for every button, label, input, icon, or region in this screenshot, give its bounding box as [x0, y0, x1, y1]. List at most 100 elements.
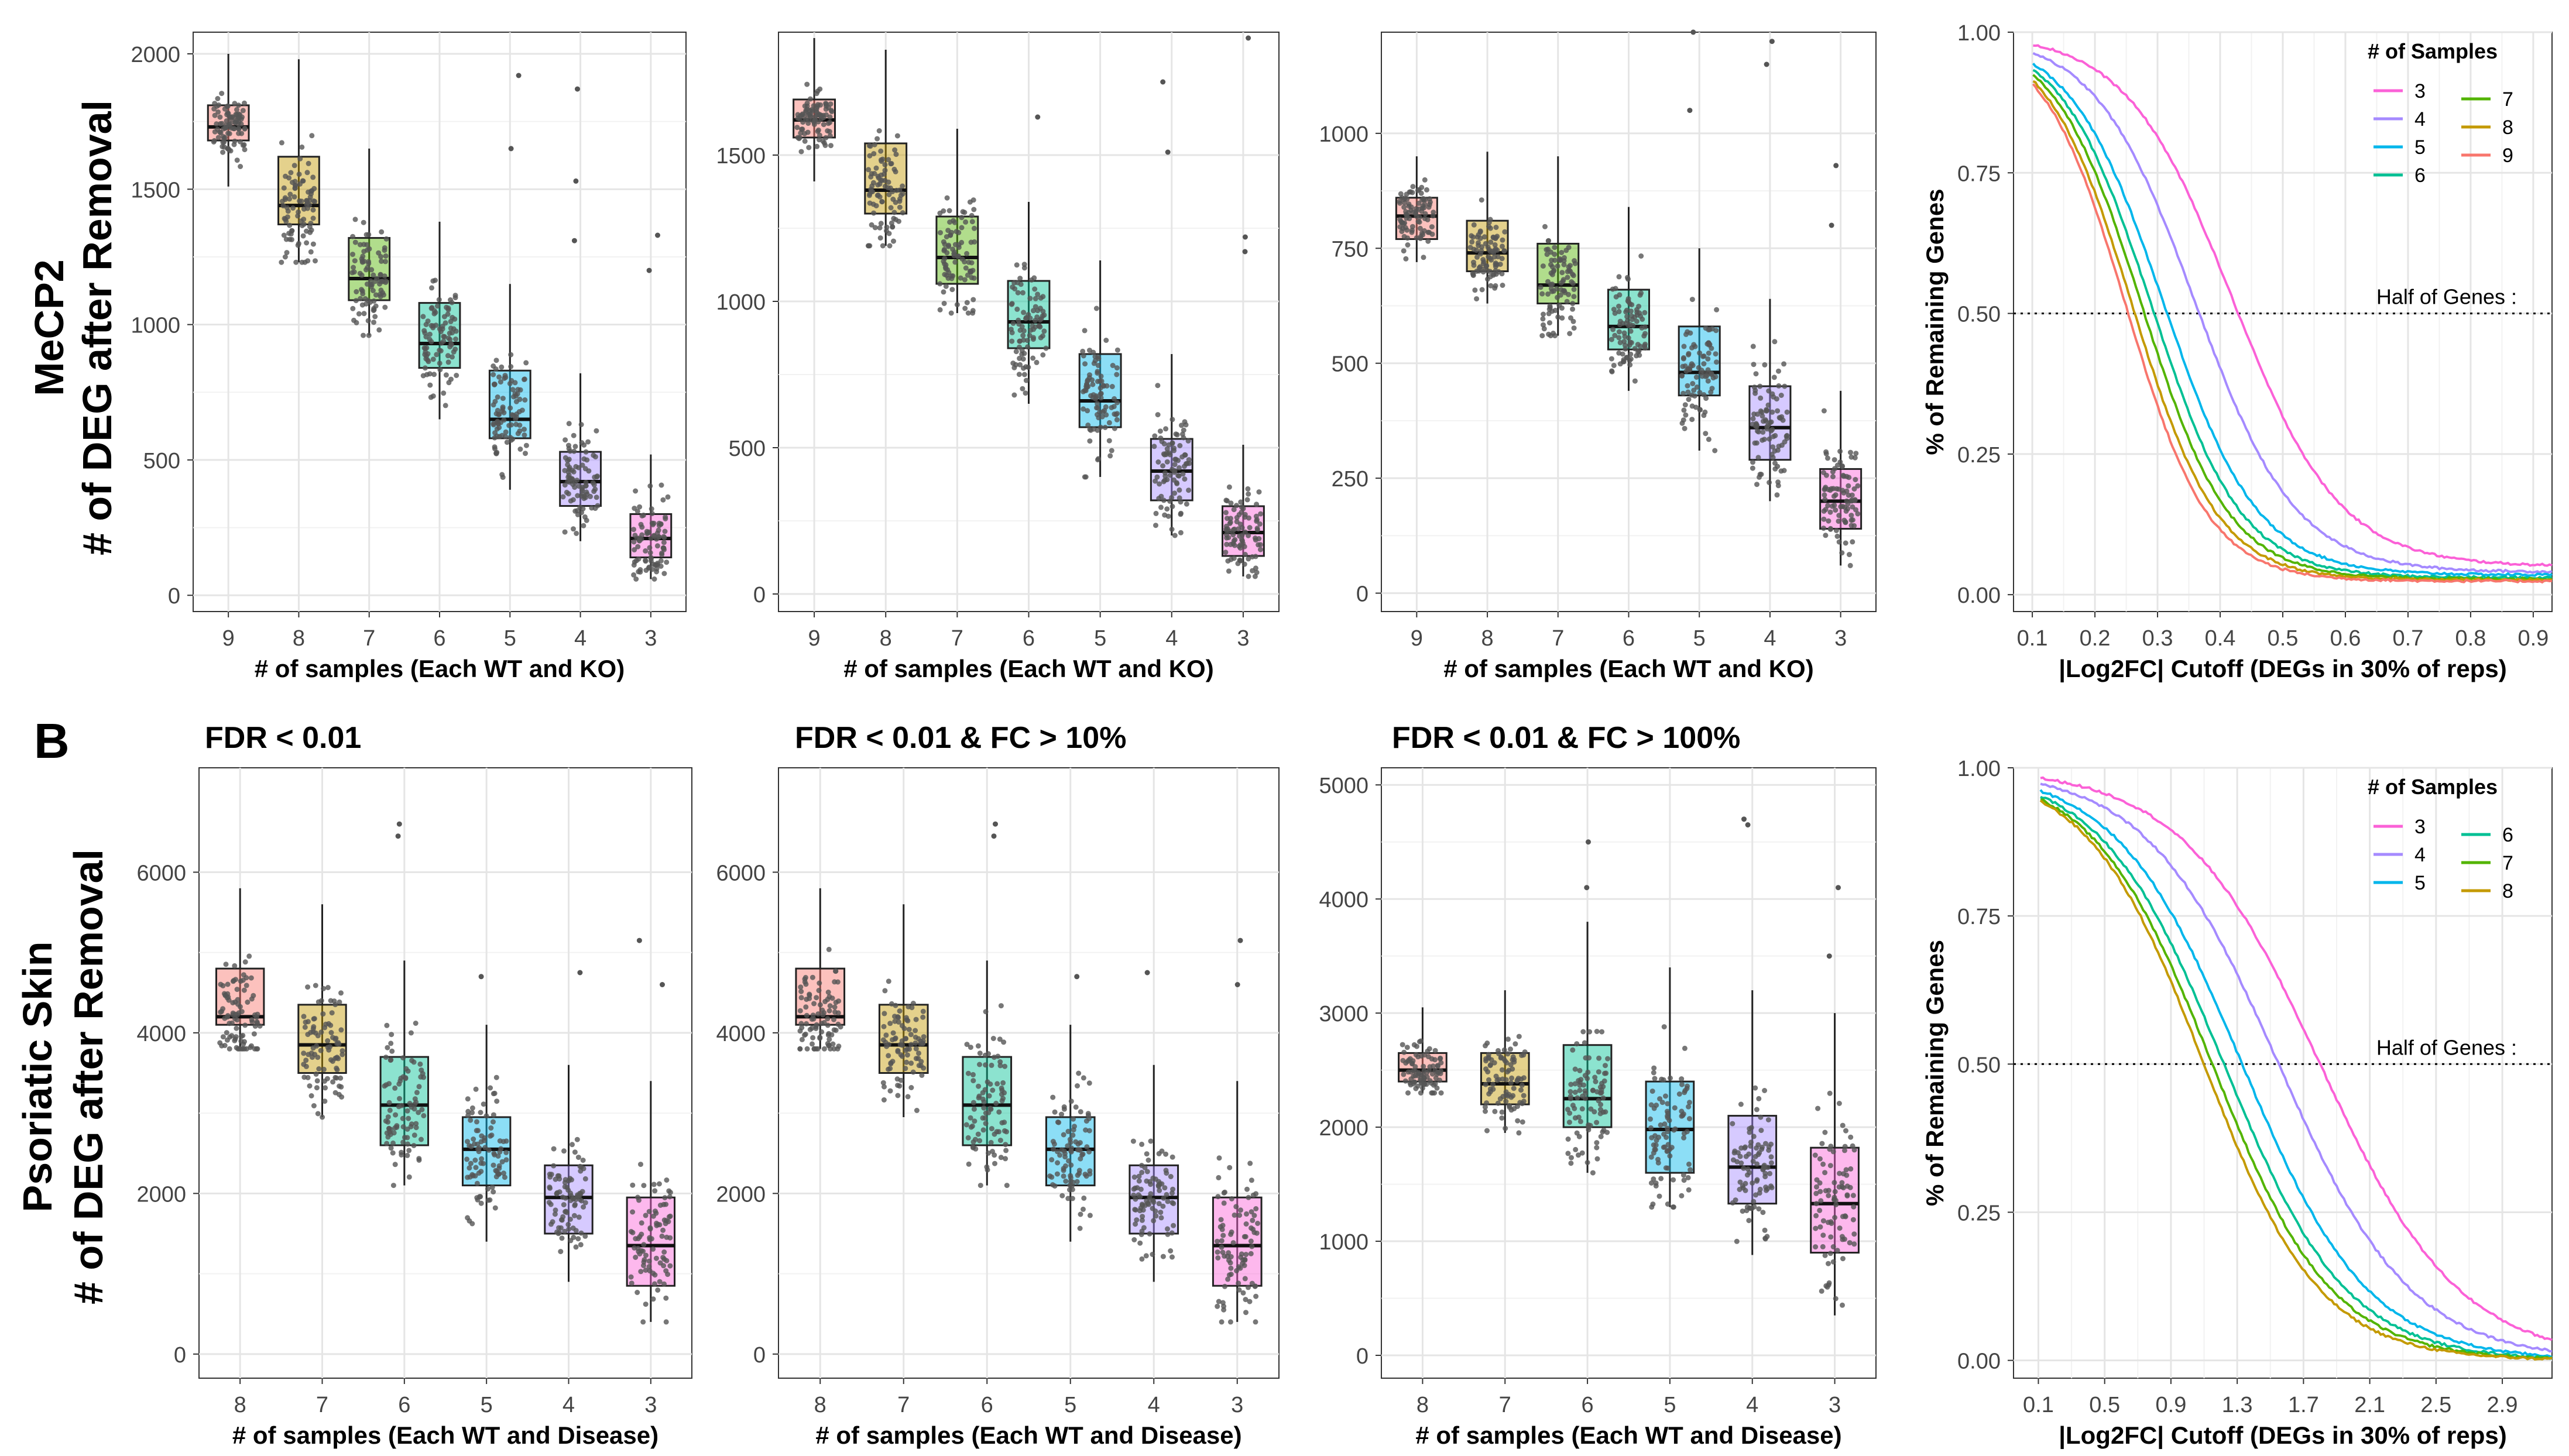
y-tick-label: 6000	[136, 861, 186, 885]
y-tick-label: 5000	[1319, 774, 1368, 798]
data-point	[236, 102, 242, 108]
data-point	[1169, 1154, 1175, 1160]
data-point	[1506, 1091, 1512, 1097]
data-point	[1154, 474, 1160, 480]
data-point	[231, 978, 236, 984]
data-point	[1226, 1250, 1232, 1256]
data-point	[220, 983, 226, 988]
data-point	[1690, 363, 1696, 368]
data-point	[1600, 1095, 1606, 1101]
data-point	[994, 1129, 1000, 1135]
data-point	[1679, 373, 1685, 379]
x-tick-label: 7	[1552, 626, 1564, 651]
data-point	[880, 243, 886, 249]
data-point	[1238, 499, 1244, 505]
data-point	[1841, 473, 1847, 479]
y-tick-label: 2000	[1319, 1116, 1368, 1141]
panel-b3-title: FDR < 0.01 & FC > 100%	[1392, 721, 1740, 755]
data-point	[453, 336, 458, 342]
data-point	[797, 1046, 803, 1052]
data-point	[664, 1234, 670, 1240]
data-point	[987, 1105, 993, 1111]
data-point	[211, 106, 217, 112]
data-point	[1038, 316, 1044, 322]
data-point	[1082, 474, 1088, 480]
data-point	[959, 215, 965, 221]
data-point	[1507, 1103, 1512, 1108]
data-point	[1160, 1254, 1166, 1259]
outlier-point	[1584, 885, 1590, 891]
data-point	[635, 544, 641, 550]
data-point	[1222, 1283, 1227, 1289]
data-point	[1114, 365, 1120, 371]
data-point	[639, 1231, 644, 1237]
data-point	[1730, 1200, 1735, 1206]
data-point	[908, 1060, 914, 1066]
data-point	[1051, 1146, 1057, 1152]
data-point	[1505, 1051, 1511, 1057]
y-tick-label: 0	[753, 1343, 766, 1368]
data-point	[279, 140, 284, 146]
y-tick-label: 250	[1332, 467, 1368, 492]
data-point	[214, 121, 219, 127]
data-point	[1136, 1178, 1142, 1184]
data-point	[1784, 409, 1790, 415]
data-point	[1479, 197, 1484, 203]
data-point	[887, 243, 893, 249]
data-point	[217, 114, 223, 120]
data-point	[1512, 1041, 1518, 1047]
data-point	[659, 1233, 665, 1239]
legend-label-8: 8	[2502, 880, 2513, 902]
data-point	[1596, 1055, 1602, 1061]
data-point	[496, 411, 502, 417]
data-point	[661, 571, 667, 576]
data-point	[498, 379, 503, 385]
data-point	[1015, 290, 1021, 296]
data-point	[1775, 483, 1781, 489]
data-point	[579, 440, 585, 445]
data-point	[1070, 1179, 1076, 1185]
data-point	[1500, 1076, 1505, 1082]
data-point	[389, 1032, 395, 1038]
data-point	[1165, 1226, 1170, 1232]
data-point	[1756, 1206, 1762, 1212]
data-point	[1653, 1180, 1659, 1186]
data-point	[1825, 455, 1830, 461]
data-point	[878, 221, 884, 226]
data-point	[1521, 1093, 1527, 1098]
data-point	[499, 432, 505, 438]
data-point	[225, 981, 231, 987]
data-point	[467, 1165, 472, 1171]
data-point	[1068, 1162, 1074, 1168]
data-point	[819, 1029, 825, 1035]
data-point	[434, 352, 440, 358]
data-point	[1138, 1186, 1144, 1192]
data-point	[392, 1162, 398, 1167]
data-point	[913, 1040, 918, 1046]
data-point	[1082, 361, 1088, 367]
data-point	[981, 1105, 987, 1111]
data-point	[1181, 427, 1186, 433]
data-point	[1613, 294, 1619, 300]
x-tick-label: 0.9	[2156, 1393, 2187, 1417]
data-point	[283, 236, 289, 242]
data-point	[1157, 428, 1163, 434]
data-point	[1549, 281, 1555, 287]
data-point	[1021, 265, 1027, 271]
data-point	[308, 249, 314, 255]
data-point	[1243, 1297, 1249, 1303]
data-point	[384, 1141, 390, 1146]
data-point	[328, 1030, 334, 1035]
data-point	[986, 1150, 991, 1156]
chart-psoriatic-cutoff-curves: 0.1 0.5 0.9 1.3 1.7 2.1 2.5 2.90.000.250.500.75…	[1921, 757, 2553, 1450]
data-point	[445, 307, 451, 313]
data-point	[290, 180, 295, 186]
data-point	[633, 1255, 639, 1260]
data-point	[1493, 225, 1499, 230]
data-point	[865, 243, 871, 249]
data-point	[631, 562, 637, 568]
x-tick-label: 0.1	[2023, 1393, 2054, 1417]
data-point	[1572, 1089, 1578, 1095]
row-b-label: Psoriatic Skin	[15, 942, 60, 1213]
data-point	[424, 345, 430, 351]
